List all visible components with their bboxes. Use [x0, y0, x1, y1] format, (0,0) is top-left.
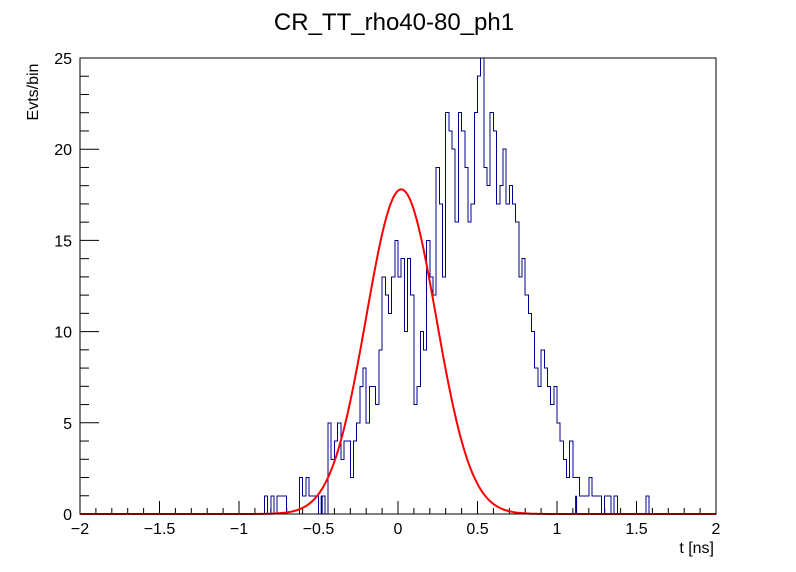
- x-tick-label: −1.5: [144, 521, 176, 538]
- y-tick-label: 15: [54, 233, 72, 250]
- x-axis-label: t [ns]: [679, 540, 714, 557]
- x-tick-label: −0.5: [303, 521, 335, 538]
- chart-title: CR_TT_rho40-80_ph1: [274, 9, 514, 36]
- x-tick-label: 0.5: [466, 521, 488, 538]
- y-tick-label: 0: [63, 507, 72, 524]
- y-axis-label: Evts/bin: [25, 64, 42, 121]
- x-tick-label: 2: [712, 521, 721, 538]
- y-tick-label: 25: [54, 51, 72, 68]
- histogram-layer: [80, 57, 716, 515]
- y-tick-label: 5: [63, 416, 72, 433]
- plot-frame: [79, 57, 717, 515]
- x-tick-label: −1: [230, 521, 248, 538]
- y-tick-label: 20: [54, 142, 72, 159]
- x-tick-label: 1: [553, 521, 562, 538]
- x-tick-label: 0: [394, 521, 403, 538]
- x-tick-label: 1.5: [625, 521, 647, 538]
- x-tick-label: −2: [71, 521, 89, 538]
- y-tick-label: 10: [54, 325, 72, 342]
